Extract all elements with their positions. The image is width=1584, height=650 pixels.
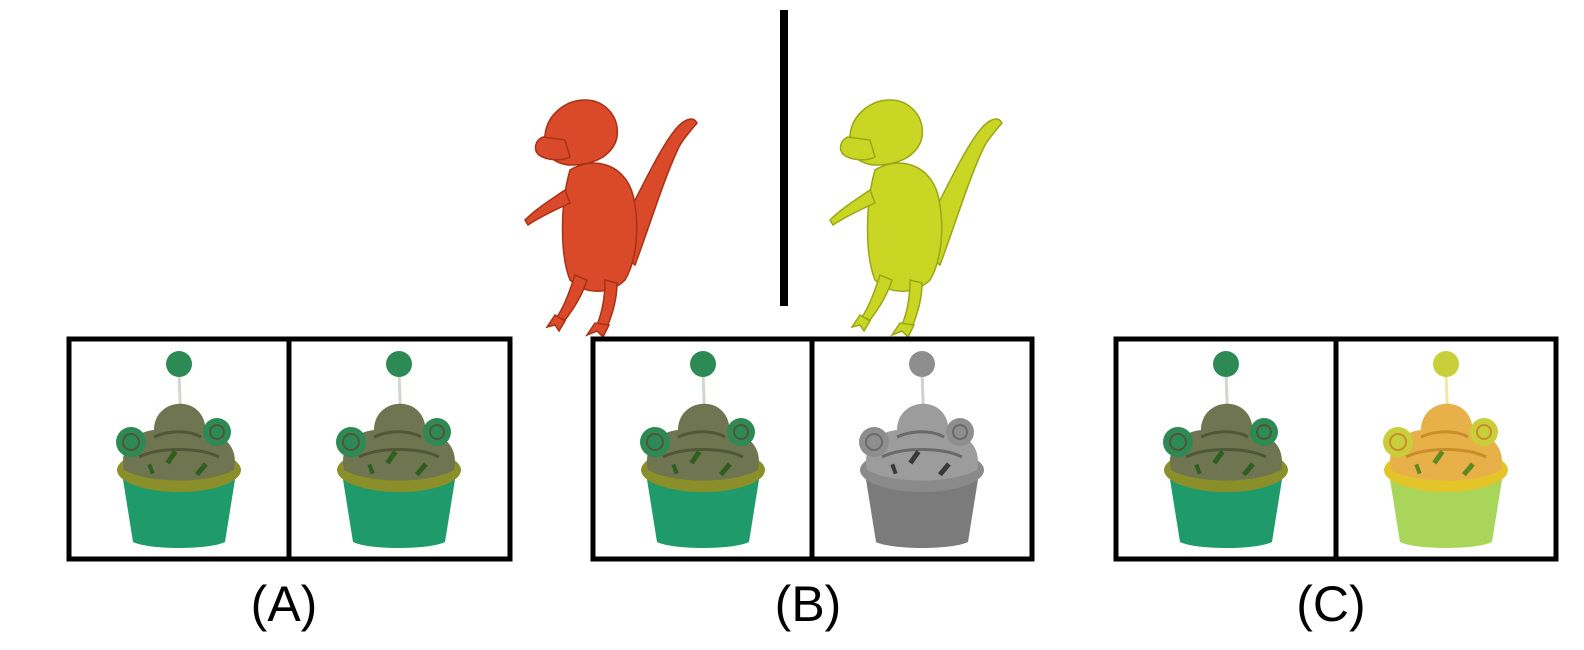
dinosaur-red-icon [524,99,698,338]
cupcake-green-icon [336,351,461,548]
option-c-label[interactable]: (C) [1296,576,1366,632]
cupcake-green-icon [1163,351,1288,548]
cupcake-gray-icon [859,351,984,548]
reference-divider [780,10,788,306]
option-b-label[interactable]: (B) [774,576,842,632]
cupcake-green-icon [116,351,241,548]
cupcake-yellow-icon [1383,351,1508,548]
dinosaur-yellow-icon [829,99,1003,338]
option-a-label[interactable]: (A) [250,576,318,632]
cupcake-green-icon [640,351,765,548]
